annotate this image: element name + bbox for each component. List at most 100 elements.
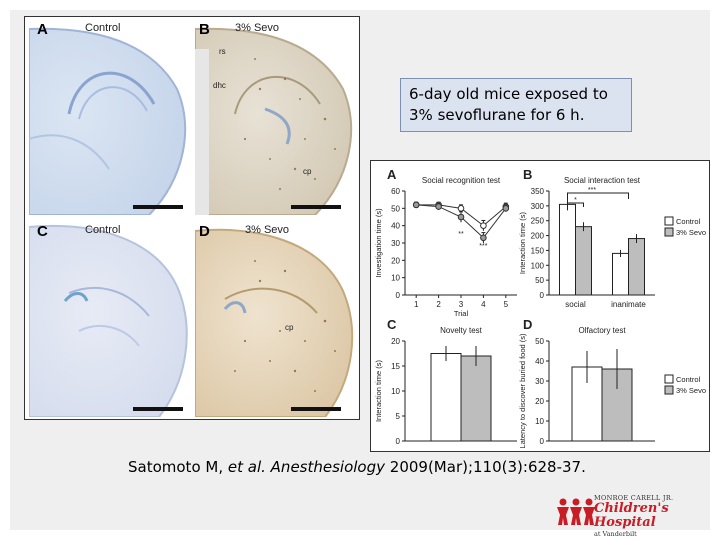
legend-swatch [664,227,674,237]
panel-letter: A [37,21,48,38]
panel-letter: D [199,223,210,240]
brain-section-image [195,228,354,417]
y-tick-label: 50 [391,204,400,213]
panel-letter: C [387,317,397,332]
y-tick-label: 30 [391,239,400,248]
data-point [457,213,465,221]
x-tick-label: 4 [481,300,486,309]
x-tick-label: social [565,300,586,309]
logo-line-1: MONROE CARELL JR. [594,494,674,502]
y-tick-label: 0 [540,437,545,446]
significance-bracket [567,202,584,207]
y-tick-label: 40 [391,222,400,231]
bar [430,353,462,442]
legend-swatch [664,216,674,226]
bar [460,355,492,442]
scale-bar [291,407,341,411]
significance-marker: ** [458,231,464,238]
citation-authors: Satomoto M, [128,458,228,476]
y-tick-label: 50 [535,337,544,346]
y-tick-label: 0 [396,437,401,446]
citation-etal: et al. [227,458,266,476]
y-tick-label: 40 [535,357,544,366]
legend-label: Control [676,375,701,384]
y-tick-label: 10 [535,417,544,426]
significance-bracket [567,192,629,199]
histology-panel-b: B 3% Sevo rs dhc cp [195,19,355,215]
citation-journal: Anesthesiology [270,458,386,476]
data-point [457,205,465,212]
x-tick-label: 1 [414,300,419,309]
y-tick-label: 50 [535,276,544,285]
panel-letter: B [523,167,532,182]
y-tick-label: 60 [391,187,400,196]
y-tick-label: 5 [396,412,401,421]
citation: Satomoto M, et al. Anesthesiology 2009(M… [128,458,586,476]
histology-figure: A Control B 3% Sevo rs dhc cp [24,16,360,420]
panel-title: Control [85,22,121,34]
brain-section-image [29,225,188,417]
y-tick-label: 15 [391,362,400,371]
scale-bar [291,205,341,209]
children-figures-icon [557,498,595,525]
region-label-dhc: dhc [213,81,226,90]
scale-bar [133,205,183,209]
legend-label: 3% Sevo [676,386,706,395]
y-tick-label: 100 [531,261,545,270]
y-tick-label: 150 [531,246,545,255]
y-tick-label: 0 [540,291,545,300]
data-point [480,222,487,229]
panel-title: 3% Sevo [245,224,290,236]
x-axis-label: Trial [454,309,469,318]
citation-details: 2009(Mar);110(3):628-37. [385,458,586,476]
logo-wordmark: MONROE CARELL JR. Children's Hospital at… [594,494,686,538]
data-point [435,203,442,210]
x-tick-label: 3 [459,300,464,309]
logo-line-2: Children's Hospital [594,501,669,530]
x-tick-label: inanimate [611,300,646,309]
brain-section-image [195,27,353,215]
panel-letter: A [387,167,397,182]
chart-title: Social recognition test [422,176,501,185]
scale-bar [133,407,183,411]
panel-letter: B [199,21,210,38]
y-tick-label: 200 [531,232,545,241]
chart-title: Novelty test [440,326,483,335]
brain-section-image [29,27,187,215]
callout-line-1: 6-day old mice exposed to [409,85,608,103]
panel-title: 3% Sevo [235,22,280,34]
y-tick-label: 20 [391,337,400,346]
histology-panel-a: A Control [29,19,189,215]
y-tick-label: 350 [531,187,545,196]
study-summary-callout: 6-day old mice exposed to 3% sevoflurane… [400,78,632,132]
data-point [480,234,487,242]
legend-swatch [664,374,674,384]
region-label-cp: cp [285,323,294,332]
legend-swatch [664,385,674,395]
y-tick-label: 20 [535,397,544,406]
data-point [412,201,420,209]
y-tick-label: 30 [535,377,544,386]
significance-marker: *** [588,187,596,194]
callout-line-2: 3% sevoflurane for 6 h. [409,106,585,124]
y-tick-label: 250 [531,217,545,226]
y-tick-label: 10 [391,387,400,396]
y-tick-label: 20 [391,256,400,265]
y-tick-label: 300 [531,202,545,211]
logo-line-3: at Vanderbilt [594,530,637,538]
histology-panel-c: C Control [29,221,189,417]
bar [612,252,629,296]
childrens-hospital-logo: MONROE CARELL JR. Children's Hospital at… [556,494,684,538]
bar [559,203,576,296]
behavioral-figure: A 0 10 20 30 40 50 60 Investigation time (s) Soci… [370,160,710,452]
bar [628,238,645,296]
y-axis-label: Latency to discover buried food (s) [518,333,527,449]
x-tick-label: 2 [436,300,441,309]
panel-letter: C [37,223,48,240]
x-tick-label: 5 [504,300,509,309]
chart-title: Olfactory test [578,326,626,335]
data-point [502,205,510,212]
y-axis-label: Investigation time (s) [374,208,383,278]
region-label-cp: cp [303,167,312,176]
